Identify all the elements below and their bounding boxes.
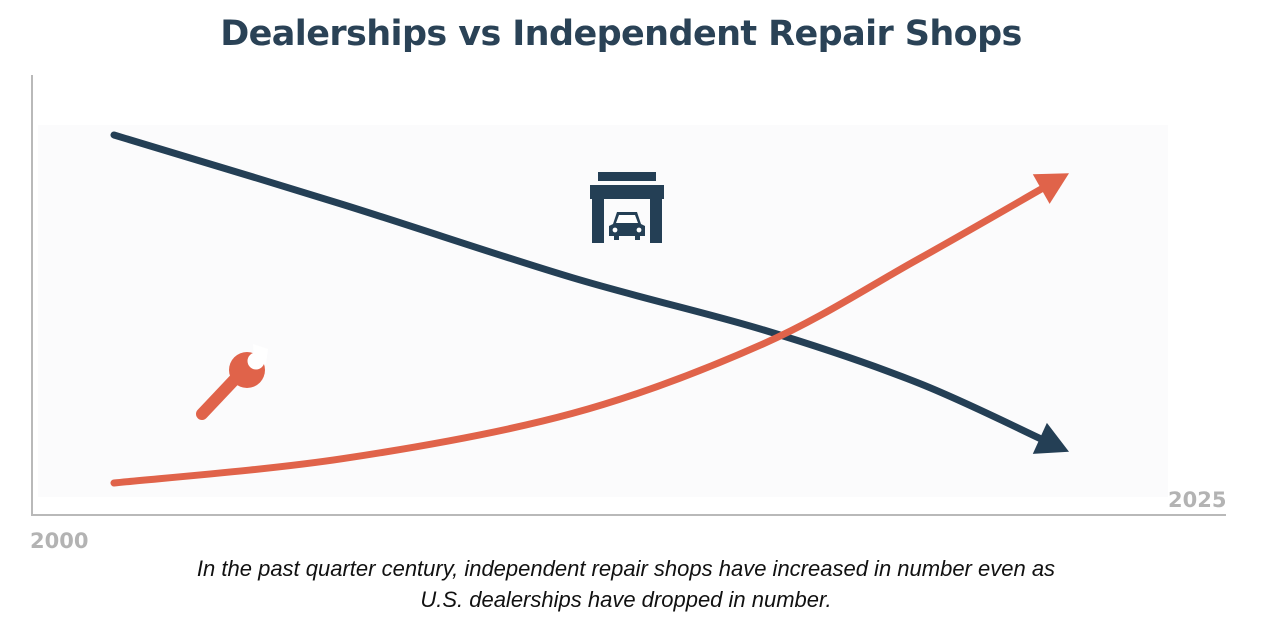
series-line-u-s-dealerships — [110, 131, 1047, 444]
x-axis-end-label: 2025 — [1168, 488, 1227, 512]
series-line-independent-repair-shops — [110, 183, 1049, 487]
series-layer — [110, 131, 1069, 487]
x-axis-start-label: 2000 — [30, 529, 89, 553]
caption-line-1: In the past quarter century, independent… — [196, 556, 1056, 581]
series-arrowhead-u-s-dealerships — [1032, 422, 1069, 454]
caption-line-2: U.S. dealerships have dropped in number. — [420, 587, 832, 612]
garage-car-icon — [590, 172, 664, 243]
series-arrowhead-independent-repair-shops — [1032, 173, 1069, 204]
chart-caption: In the past quarter century, independent… — [0, 553, 1252, 615]
chart-title: Dealerships vs Independent Repair Shops — [220, 14, 1022, 54]
wrench-icon — [196, 344, 268, 420]
